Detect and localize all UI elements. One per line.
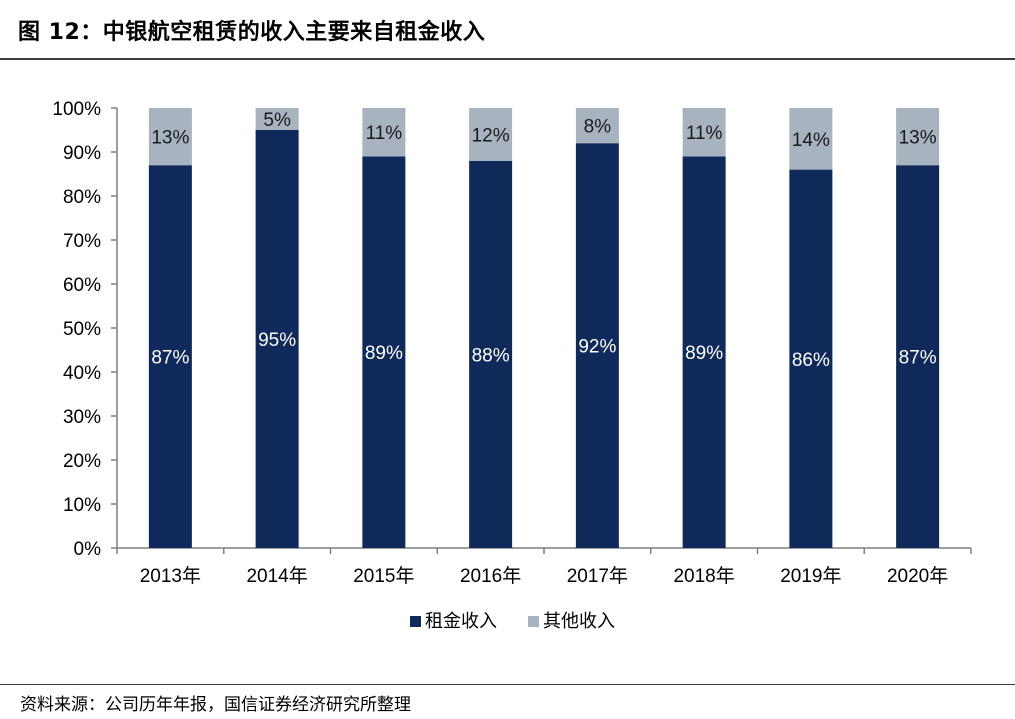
bar-other-2018年 (682, 108, 726, 157)
x-category-label: 2018年 (673, 565, 734, 587)
data-label-other: 13% (151, 128, 189, 149)
bar-other-2015年 (362, 108, 406, 157)
data-label-rent: 95% (258, 330, 296, 351)
data-label-rent: 86% (792, 350, 830, 371)
bar-rent-2013年 (148, 165, 192, 548)
bottom-divider (0, 684, 1015, 685)
data-label-rent: 88% (472, 345, 510, 366)
x-category-label: 2016年 (460, 565, 521, 587)
top-divider (0, 58, 1015, 60)
y-tick-label: 30% (63, 407, 101, 428)
y-tick-label: 10% (63, 495, 101, 516)
bar-rent-2017年 (575, 143, 619, 548)
y-tick-label: 20% (63, 451, 101, 472)
data-label-other: 11% (686, 123, 723, 144)
data-label-rent: 87% (899, 348, 937, 369)
bar-rent-2015年 (362, 156, 406, 548)
y-tick-label: 80% (63, 187, 101, 208)
data-label-other: 13% (899, 128, 937, 149)
data-label-other: 11% (366, 123, 403, 144)
data-label-other: 5% (263, 110, 291, 131)
data-label-rent: 87% (151, 348, 189, 369)
x-category-label: 2020年 (887, 565, 948, 587)
bar-other-2019年 (789, 108, 833, 170)
y-tick-label: 50% (63, 319, 101, 340)
bar-rent-2014年 (255, 130, 299, 548)
legend-label-other: 其他收入 (543, 611, 615, 632)
y-tick-label: 90% (63, 143, 101, 164)
bar-rent-2016年 (469, 160, 513, 549)
legend-swatch-other (528, 616, 539, 627)
y-tick-label: 40% (63, 363, 101, 384)
legend-label-rent: 租金收入 (425, 611, 497, 632)
source-note: 资料来源：公司历年年报，国信证券经济研究所整理 (20, 695, 411, 715)
bar-other-2014年 (255, 108, 299, 130)
y-tick-label: 70% (63, 231, 101, 252)
x-category-label: 2019年 (780, 565, 841, 587)
x-category-label: 2015年 (353, 565, 414, 587)
bar-rent-2020年 (896, 165, 940, 548)
figure-title: 图 12：中银航空租赁的收入主要来自租金收入 (18, 20, 486, 45)
bar-rent-2019年 (789, 169, 833, 548)
x-category-label: 2013年 (140, 565, 201, 587)
bar-other-2013年 (148, 108, 192, 166)
x-category-label: 2014年 (246, 565, 307, 587)
legend-swatch-rent (410, 616, 421, 627)
data-label-rent: 92% (578, 337, 616, 358)
data-label-other: 14% (792, 130, 830, 151)
data-label-other: 8% (584, 117, 612, 138)
bar-rent-2018年 (682, 156, 726, 548)
bar-other-2016年 (469, 108, 513, 161)
x-category-label: 2017年 (567, 565, 628, 587)
data-label-other: 12% (472, 125, 510, 146)
data-label-rent: 89% (685, 343, 723, 364)
bar-other-2017年 (575, 108, 619, 144)
y-tick-label: 100% (52, 99, 101, 120)
y-tick-label: 0% (74, 539, 102, 560)
bar-other-2020年 (896, 108, 940, 166)
stacked-bar-chart: 0% 10% 20% 30% 40% 50% 60% 70% 80% 90% 100% 87% 13% 2… (52, 99, 972, 632)
data-label-rent: 89% (365, 343, 403, 364)
y-tick-label: 60% (63, 275, 101, 296)
